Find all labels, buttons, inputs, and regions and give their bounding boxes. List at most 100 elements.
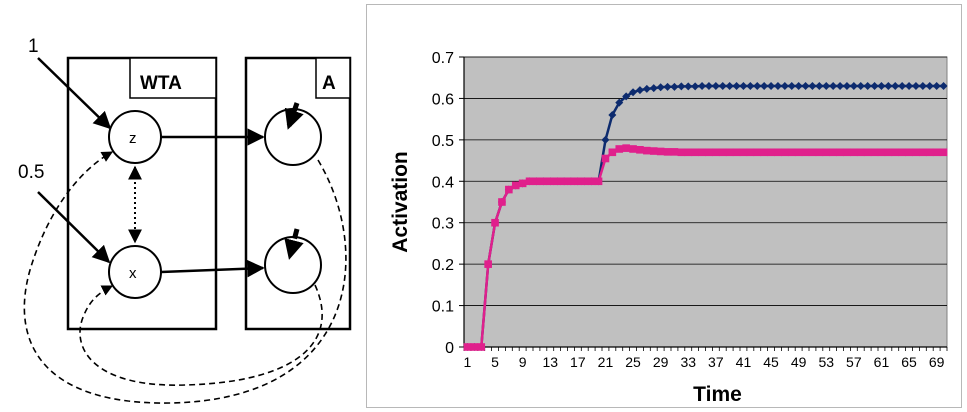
data-point <box>601 154 610 163</box>
data-point <box>767 148 775 157</box>
data-point <box>836 82 845 90</box>
data-point <box>925 148 934 157</box>
y-tick-label: 0 <box>445 340 454 357</box>
x-tick-label: 69 <box>929 354 945 370</box>
data-point <box>843 148 851 157</box>
data-point <box>677 148 686 157</box>
data-point <box>794 148 803 157</box>
data-point <box>553 177 561 186</box>
data-point <box>808 82 817 90</box>
data-point <box>587 177 596 186</box>
chart-panel: 0 0.1 0.2 0.3 0.4 0.5 0.6 0.7 1 5 9 13 17 21 25 29 33 37 4… <box>366 4 962 408</box>
x-tick-label: 61 <box>874 354 890 370</box>
data-point <box>615 145 624 153</box>
data-point <box>808 148 817 157</box>
data-point <box>601 135 610 144</box>
feedback-loop-outer <box>23 151 347 404</box>
data-point <box>670 82 679 91</box>
x-tick-label: 5 <box>491 354 499 370</box>
data-point <box>732 82 741 90</box>
data-point <box>898 148 906 157</box>
data-point <box>884 148 893 157</box>
input-arrow-z <box>37 57 112 130</box>
x-tick-label: 45 <box>763 354 779 370</box>
data-point <box>753 82 762 90</box>
data-point <box>911 82 920 90</box>
x-tick-label: 49 <box>791 354 807 370</box>
data-point <box>905 82 914 90</box>
bias-arrow-bottom <box>284 228 304 260</box>
data-point <box>511 181 520 190</box>
data-point <box>773 82 782 90</box>
data-point <box>753 148 762 157</box>
data-point <box>870 148 879 157</box>
input-z-value: 1 <box>28 36 39 57</box>
data-point <box>656 147 665 156</box>
data-point <box>629 145 637 153</box>
x-tick-label: 53 <box>818 354 834 370</box>
data-point <box>787 82 796 90</box>
x-tick-label: 33 <box>680 354 696 370</box>
data-point <box>725 148 734 157</box>
data-point <box>822 82 831 90</box>
data-point <box>781 148 789 157</box>
data-point <box>912 148 920 157</box>
x-tick-label: 17 <box>570 354 586 370</box>
data-point <box>884 82 893 90</box>
data-point <box>622 144 630 152</box>
data-point <box>905 148 913 157</box>
data-point <box>594 177 603 186</box>
data-point <box>939 148 948 157</box>
x-tick-label: 9 <box>519 354 527 370</box>
data-point <box>863 148 872 157</box>
data-point <box>925 82 934 90</box>
y-tick-label: 0.5 <box>432 133 454 150</box>
data-point <box>919 148 927 157</box>
x-tick-label: 41 <box>736 354 752 370</box>
a-label: A <box>322 73 336 94</box>
data-point <box>932 148 941 157</box>
data-point <box>801 82 810 90</box>
data-point <box>477 343 486 351</box>
data-point <box>470 343 479 351</box>
bias-arrow-top <box>284 102 304 130</box>
data-point <box>842 82 851 90</box>
x-tick-label: 1 <box>464 354 472 370</box>
y-tick-label: 0.6 <box>432 91 454 108</box>
data-point <box>877 82 886 90</box>
network-diagram: WTA A 1 0.5 z x <box>18 36 352 404</box>
data-point <box>663 82 672 91</box>
y-tick-label: 0.1 <box>432 299 454 316</box>
data-point <box>932 82 941 90</box>
data-point <box>760 148 768 157</box>
x-tick-label: 57 <box>846 354 862 370</box>
x-to-a-arrow <box>160 259 265 278</box>
data-point <box>698 148 706 157</box>
data-point <box>711 82 720 90</box>
data-point <box>739 82 748 90</box>
input-x-value: 0.5 <box>18 162 44 183</box>
data-point <box>829 82 838 90</box>
data-point <box>746 82 755 90</box>
x-tick-label: 65 <box>901 354 917 370</box>
data-point <box>815 82 824 90</box>
x-tick-label: 25 <box>625 354 641 370</box>
data-point <box>815 148 824 157</box>
data-point <box>656 83 665 92</box>
data-point <box>780 82 789 90</box>
y-tick-label: 0.4 <box>432 174 454 191</box>
data-point <box>863 82 872 90</box>
data-point <box>856 148 865 157</box>
data-point <box>705 148 713 157</box>
x-tick-label: 21 <box>598 354 614 370</box>
node-x-label: x <box>129 265 137 282</box>
data-point <box>567 177 575 186</box>
x-tick-label: 37 <box>708 354 724 370</box>
data-point <box>518 179 527 188</box>
node-z-label: z <box>129 130 137 147</box>
wta-label: WTA <box>140 73 182 94</box>
data-point <box>829 148 837 157</box>
data-point <box>484 260 492 268</box>
data-point <box>560 177 568 186</box>
data-point <box>691 82 700 91</box>
